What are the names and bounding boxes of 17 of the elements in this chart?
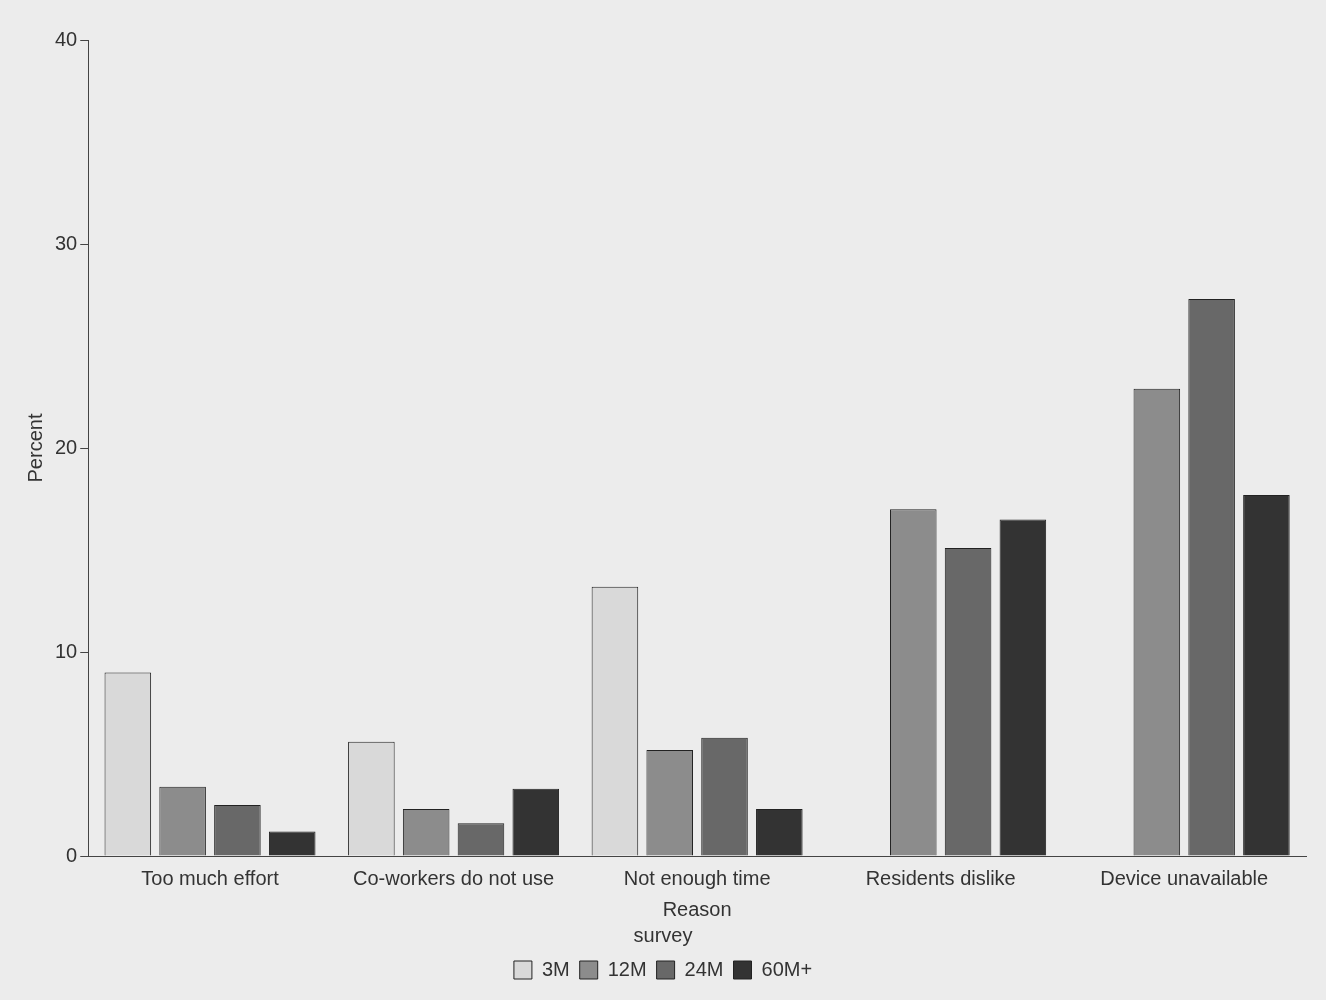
y-tick-label: 40 [55, 27, 78, 50]
x-tick-label: Not enough time [623, 866, 771, 889]
y-tick-label: 20 [55, 435, 78, 458]
legend-title: survey [633, 923, 693, 946]
legend-label: 3M [541, 957, 570, 980]
x-tick-label: Device unavailable [1100, 866, 1269, 889]
legend-label: 12M [607, 957, 647, 980]
x-axis-title: Reason [662, 897, 732, 920]
y-tick-label: 10 [55, 639, 78, 662]
legend-label: 24M [684, 957, 724, 980]
y-tick-label: 0 [66, 843, 78, 866]
x-tick-label: Residents dislike [865, 866, 1016, 889]
y-axis-title: Percent [23, 413, 46, 483]
legend-label: 60M+ [761, 957, 813, 980]
x-tick-label: Too much effort [141, 866, 280, 889]
x-tick-label: Co-workers do not use [352, 866, 555, 889]
y-tick-label: 30 [55, 231, 78, 254]
